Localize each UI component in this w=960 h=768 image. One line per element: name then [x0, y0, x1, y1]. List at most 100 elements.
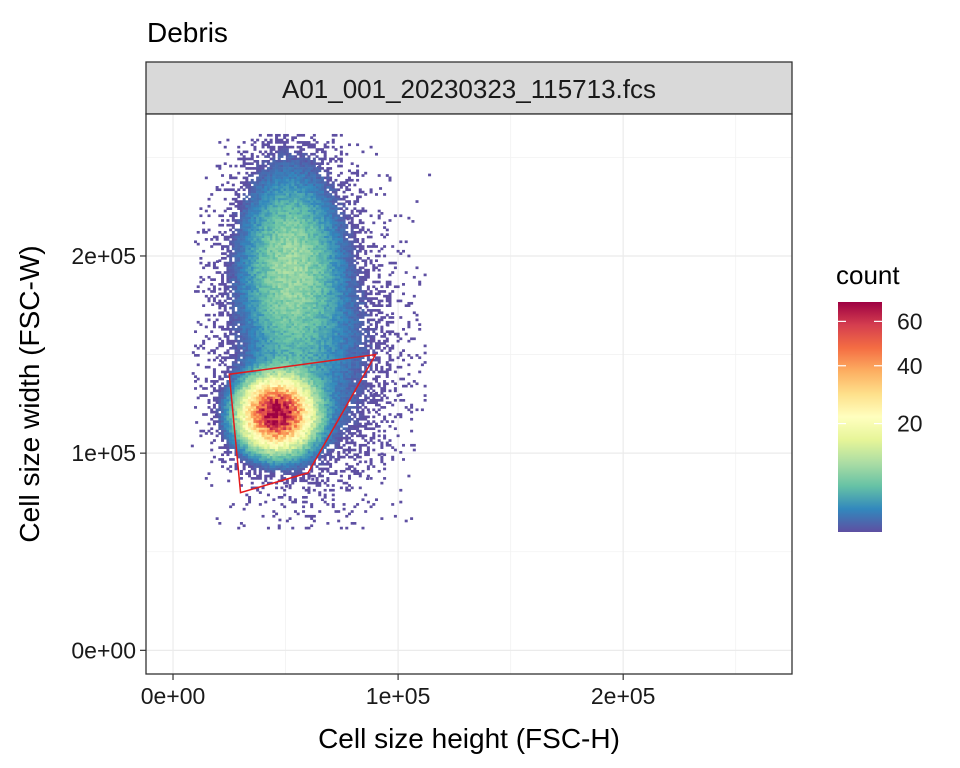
density-cell	[248, 264, 252, 267]
density-cell	[299, 195, 303, 199]
density-cell	[237, 346, 241, 350]
density-cell	[221, 391, 225, 395]
density-cell	[347, 339, 351, 343]
density-cell	[423, 344, 427, 348]
density-cell	[347, 261, 351, 265]
density-cell	[315, 375, 319, 378]
density-cell	[339, 294, 343, 298]
density-cell	[345, 257, 349, 260]
density-cell	[264, 200, 268, 203]
density-cell	[342, 316, 346, 319]
density-cell	[331, 356, 335, 360]
density-cell	[280, 141, 284, 144]
density-cell	[304, 214, 308, 218]
density-cell	[226, 335, 230, 338]
density-cell	[337, 245, 341, 248]
density-cell	[248, 207, 252, 210]
density-cell	[218, 458, 222, 461]
density-cell	[345, 304, 349, 307]
density-cell	[304, 183, 308, 187]
density-cell	[293, 202, 297, 206]
density-cell	[218, 408, 222, 412]
density-cell	[334, 254, 338, 258]
density-cell	[207, 351, 211, 355]
density-cell	[231, 320, 235, 324]
density-cell	[310, 481, 314, 485]
density-cell	[253, 306, 257, 310]
density-cell	[304, 500, 308, 504]
density-cell	[364, 275, 368, 279]
density-cell	[339, 401, 343, 405]
density-cell	[299, 162, 303, 166]
density-cell	[229, 306, 233, 310]
density-cell	[331, 316, 335, 319]
density-cell	[331, 361, 335, 364]
density-cell	[331, 285, 335, 289]
density-cell	[296, 200, 300, 203]
density-cell	[307, 164, 311, 168]
density-cell	[223, 420, 227, 423]
density-cell	[266, 171, 270, 175]
density-cell	[239, 212, 243, 215]
density-cell	[231, 318, 235, 322]
density-cell	[307, 356, 311, 360]
density-cell	[237, 249, 241, 253]
density-cell	[212, 278, 216, 281]
density-cell	[326, 469, 330, 473]
density-cell	[345, 249, 349, 253]
density-cell	[196, 363, 200, 367]
density-cell	[223, 434, 227, 438]
density-cell	[377, 425, 381, 428]
density-cell	[356, 294, 360, 298]
density-cell	[283, 330, 287, 334]
density-cell	[256, 342, 260, 345]
density-cell	[218, 188, 222, 192]
density-cell	[393, 382, 397, 386]
density-cell	[356, 330, 360, 334]
density-cell	[221, 273, 225, 277]
density-cell	[326, 339, 330, 343]
density-cell	[374, 365, 378, 369]
density-cell	[226, 271, 230, 274]
density-cell	[248, 320, 252, 324]
density-cell	[361, 403, 365, 407]
density-cell	[212, 325, 216, 329]
density-cell	[223, 413, 227, 416]
density-cell	[275, 167, 279, 170]
density-cell	[361, 356, 365, 360]
density-cell	[331, 320, 335, 324]
density-cell	[237, 157, 241, 161]
density-cell	[226, 351, 230, 355]
density-cell	[223, 427, 227, 431]
density-cell	[245, 195, 249, 199]
density-cell	[218, 375, 222, 378]
density-cell	[248, 278, 252, 281]
density-cell	[339, 181, 343, 184]
density-cell	[358, 349, 362, 352]
density-cell	[356, 306, 360, 310]
density-cell	[358, 209, 362, 213]
density-cell	[320, 278, 324, 281]
density-cell	[307, 477, 311, 480]
density-cell	[229, 268, 233, 272]
density-cell	[331, 292, 335, 296]
density-cell	[212, 320, 216, 324]
density-cell	[337, 451, 341, 454]
density-cell	[239, 330, 243, 334]
density-cell	[218, 427, 222, 431]
density-cell	[231, 323, 235, 326]
density-cell	[320, 316, 324, 319]
density-cell	[283, 148, 287, 151]
density-cell	[337, 479, 341, 483]
density-cell	[401, 283, 406, 286]
density-cell	[283, 167, 287, 170]
density-cell	[315, 245, 319, 248]
density-cell	[210, 290, 214, 293]
density-cell	[234, 221, 238, 225]
density-cell	[310, 193, 314, 196]
density-cell	[272, 171, 276, 175]
density-cell	[256, 332, 260, 336]
density-cell	[356, 290, 360, 293]
density-cell	[342, 325, 346, 329]
density-cell	[337, 207, 341, 210]
